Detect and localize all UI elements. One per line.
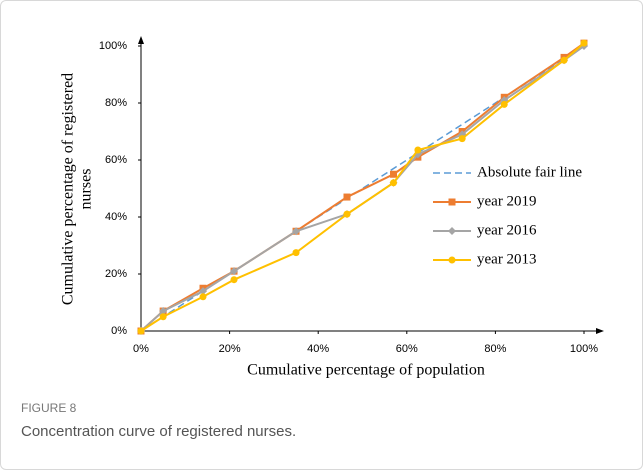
- y-tick-label: 0%: [111, 325, 127, 337]
- data-point: [390, 179, 398, 187]
- y-axis-label: Cumulative percentage of registered: [60, 73, 77, 305]
- legend-label: year 2019: [477, 193, 537, 209]
- legend-marker: [448, 227, 456, 235]
- data-point: [458, 135, 466, 143]
- y-axis-label: nurses: [78, 169, 95, 210]
- legend-label: Absolute fair line: [477, 164, 582, 180]
- data-point: [199, 287, 208, 296]
- x-axis-arrow: [596, 328, 604, 334]
- data-point: [199, 293, 207, 301]
- data-point: [560, 56, 568, 64]
- legend-marker: [448, 198, 456, 206]
- data-point: [292, 249, 300, 257]
- legend-label: year 2013: [477, 251, 537, 267]
- data-point: [390, 170, 398, 178]
- y-axis-arrow: [138, 36, 144, 44]
- x-tick-label: 40%: [307, 343, 329, 355]
- legend-label: year 2016: [477, 222, 537, 238]
- data-point: [292, 227, 301, 236]
- y-tick-label: 60%: [105, 154, 127, 166]
- y-tick-label: 100%: [99, 40, 127, 52]
- y-tick-label: 20%: [105, 268, 127, 280]
- data-point: [414, 146, 422, 154]
- data-point: [580, 39, 588, 47]
- y-tick-label: 40%: [105, 211, 127, 223]
- figure-caption: Concentration curve of registered nurses…: [21, 423, 297, 440]
- data-point: [343, 193, 351, 201]
- figure-label: FIGURE 8: [21, 401, 77, 415]
- data-point: [137, 327, 145, 335]
- data-point: [230, 276, 238, 284]
- data-point: [159, 307, 168, 316]
- x-tick-label: 100%: [570, 343, 598, 355]
- series-line: [140, 42, 585, 332]
- data-point: [500, 100, 508, 108]
- chart: Cumulative percentage of population Cumu…: [60, 36, 604, 379]
- x-tick-label: 0%: [133, 343, 149, 355]
- series-line: [140, 42, 585, 332]
- data-point: [343, 210, 351, 218]
- x-tick-label: 60%: [396, 343, 418, 355]
- y-tick-label: 80%: [105, 97, 127, 109]
- data-point: [230, 267, 239, 276]
- x-axis-label: Cumulative percentage of population: [247, 362, 485, 379]
- legend-marker: [448, 256, 456, 264]
- x-tick-label: 80%: [484, 343, 506, 355]
- x-tick-label: 20%: [219, 343, 241, 355]
- data-point: [159, 313, 167, 321]
